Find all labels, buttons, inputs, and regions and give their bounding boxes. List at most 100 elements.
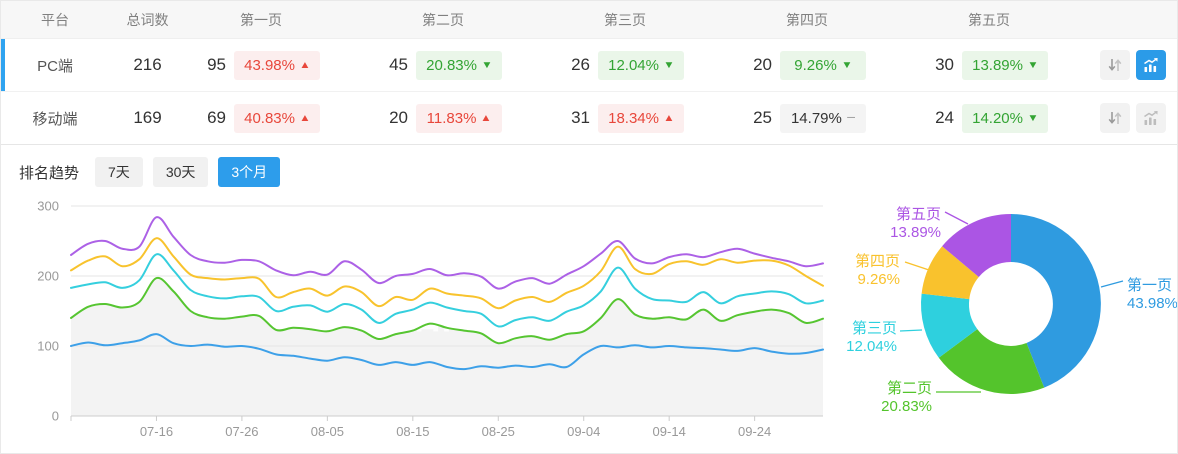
keyword-count: 31 — [571, 108, 590, 127]
trend-arrow-icon: ▼ — [481, 59, 493, 71]
page3-cell: 26 12.04% ▼ — [554, 50, 736, 80]
table-row-pc[interactable]: PC端 216 95 43.98% ▲ 45 20.83% ▼ 26 12.04% ▼… — [1, 39, 1177, 92]
slice-label-pct: 13.89% — [890, 224, 941, 241]
keyword-count: 69 — [207, 108, 226, 127]
tab-30-days[interactable]: 30天 — [152, 157, 209, 187]
page1-cell: 69 40.83% ▲ — [190, 103, 372, 133]
x-tick-label: 07-16 — [140, 424, 173, 439]
x-tick-label: 07-26 — [225, 424, 258, 439]
pct-badge: 14.20% ▼ — [962, 103, 1048, 133]
slice-label-pct: 43.98% — [1127, 295, 1178, 312]
donut-slice-0 — [1011, 214, 1101, 388]
pct-badge: 13.89% ▼ — [962, 50, 1048, 80]
slice-label-pct: 20.83% — [881, 398, 932, 415]
donut-slice-4 — [942, 214, 1011, 277]
y-tick-label: 200 — [37, 269, 59, 284]
donut-slice-2 — [920, 293, 978, 358]
col-header-page3: 第三页 — [604, 11, 646, 28]
pct-badge: 43.98% ▲ — [234, 50, 320, 80]
keyword-count: 20 — [389, 108, 408, 127]
tab-7-days[interactable]: 7天 — [95, 157, 143, 187]
label-leader-line — [944, 211, 969, 225]
trend-arrow-icon: ▼ — [841, 59, 853, 71]
page4-cell: 25 14.79% − — [736, 103, 918, 133]
pct-badge: 14.79% − — [780, 103, 866, 133]
pct-badge: 40.83% ▲ — [234, 103, 320, 133]
sort-updown-button[interactable] — [1100, 103, 1130, 133]
bar-chart-trend-icon — [1144, 58, 1158, 72]
sort-updown-icon — [1108, 112, 1122, 124]
y-tick-label: 100 — [37, 339, 59, 354]
slice-label-name: 第一页 — [1127, 276, 1172, 294]
page2-cell: 45 20.83% ▼ — [372, 50, 554, 80]
y-tick-label: 300 — [37, 199, 59, 214]
show-trend-chart-button[interactable] — [1136, 50, 1166, 80]
keyword-count: 45 — [389, 55, 408, 74]
page-distribution-donut-chart: 第一页 43.98% 第二页 20.83% 第三页 12.04% 第四页 9.26% 第五页 13… — [831, 190, 1178, 453]
keyword-count: 24 — [935, 108, 954, 127]
donut-slice-3 — [921, 246, 979, 300]
trend-line-4 — [70, 216, 824, 290]
trend-line-chart: 07-16 07-26 08-05 08-15 08-25 09-04 09-14 09-24… — [1, 190, 831, 453]
page2-cell: 20 11.83% ▲ — [372, 103, 554, 133]
keyword-count: 95 — [207, 55, 226, 74]
x-tick-label: 08-15 — [396, 424, 429, 439]
trend-line-1 — [70, 276, 824, 345]
trend-arrow-icon: ▼ — [1027, 59, 1039, 71]
slice-label-name: 第二页 — [887, 379, 932, 397]
keyword-count: 20 — [753, 55, 772, 74]
x-tick-label: 09-14 — [653, 424, 686, 439]
trend-line-2 — [70, 253, 824, 328]
col-header-total-words: 总词数 — [126, 11, 169, 28]
page5-cell: 30 13.89% ▼ — [918, 50, 1100, 80]
keyword-count: 25 — [753, 108, 772, 127]
x-tick-label: 09-04 — [567, 424, 600, 439]
pct-badge: 20.83% ▼ — [416, 50, 502, 80]
x-tick-label: 08-25 — [482, 424, 515, 439]
pct-badge: 11.83% ▲ — [416, 103, 502, 133]
donut-slice-1 — [938, 329, 1045, 394]
trend-arrow-icon: ▲ — [299, 112, 311, 124]
col-header-platform: 平台 — [41, 11, 69, 28]
trend-arrow-icon: ▲ — [480, 112, 493, 124]
sort-updown-button[interactable] — [1100, 50, 1130, 80]
table-header-row: 平台 总词数 第一页 第二页 第三页 第四页 第五页 — [1, 1, 1177, 39]
trend-arrow-icon: ▲ — [299, 59, 311, 71]
slice-label-name: 第五页 — [896, 205, 941, 223]
keyword-count: 30 — [935, 55, 954, 74]
page3-cell: 31 18.34% ▲ — [554, 103, 736, 133]
platform-label: PC端 — [37, 57, 73, 75]
slice-label-pct: 9.26% — [857, 271, 900, 288]
page4-cell: 20 9.26% ▼ — [736, 50, 918, 80]
trend-section-header: 排名趋势 7天 30天 3个月 — [1, 145, 1177, 187]
col-header-page5: 第五页 — [968, 11, 1010, 28]
x-tick-label: 08-05 — [311, 424, 344, 439]
col-header-page2: 第二页 — [422, 11, 464, 28]
pct-badge: 12.04% ▼ — [598, 50, 684, 80]
pct-badge: 18.34% ▲ — [598, 103, 684, 133]
trend-arrow-icon: ▼ — [1027, 112, 1039, 124]
col-header-page4: 第四页 — [786, 11, 828, 28]
total-words-value: 216 — [133, 55, 162, 74]
trend-line-3 — [70, 237, 824, 310]
trend-arrow-icon: ▼ — [663, 59, 675, 71]
trend-line-0 — [70, 333, 824, 371]
sort-updown-icon — [1108, 59, 1122, 71]
keyword-count: 26 — [571, 55, 590, 74]
active-row-accent — [1, 39, 5, 91]
trend-arrow-icon: ▲ — [663, 112, 675, 124]
slice-label-name: 第三页 — [852, 319, 897, 337]
show-trend-chart-button[interactable] — [1136, 103, 1166, 133]
slice-label-name: 第四页 — [855, 252, 900, 270]
area-fill — [71, 277, 823, 416]
pct-badge: 9.26% ▼ — [780, 50, 866, 80]
col-header-page1: 第一页 — [240, 11, 282, 28]
label-leader-line — [1100, 280, 1124, 288]
page5-cell: 24 14.20% ▼ — [918, 103, 1100, 133]
tab-3-months[interactable]: 3个月 — [218, 157, 281, 187]
platform-label: 移动端 — [32, 110, 78, 128]
table-row-mobile[interactable]: 移动端 169 69 40.83% ▲ 20 11.83% ▲ 31 18.34% ▲… — [1, 92, 1177, 145]
trend-arrow-icon: − — [846, 108, 856, 125]
